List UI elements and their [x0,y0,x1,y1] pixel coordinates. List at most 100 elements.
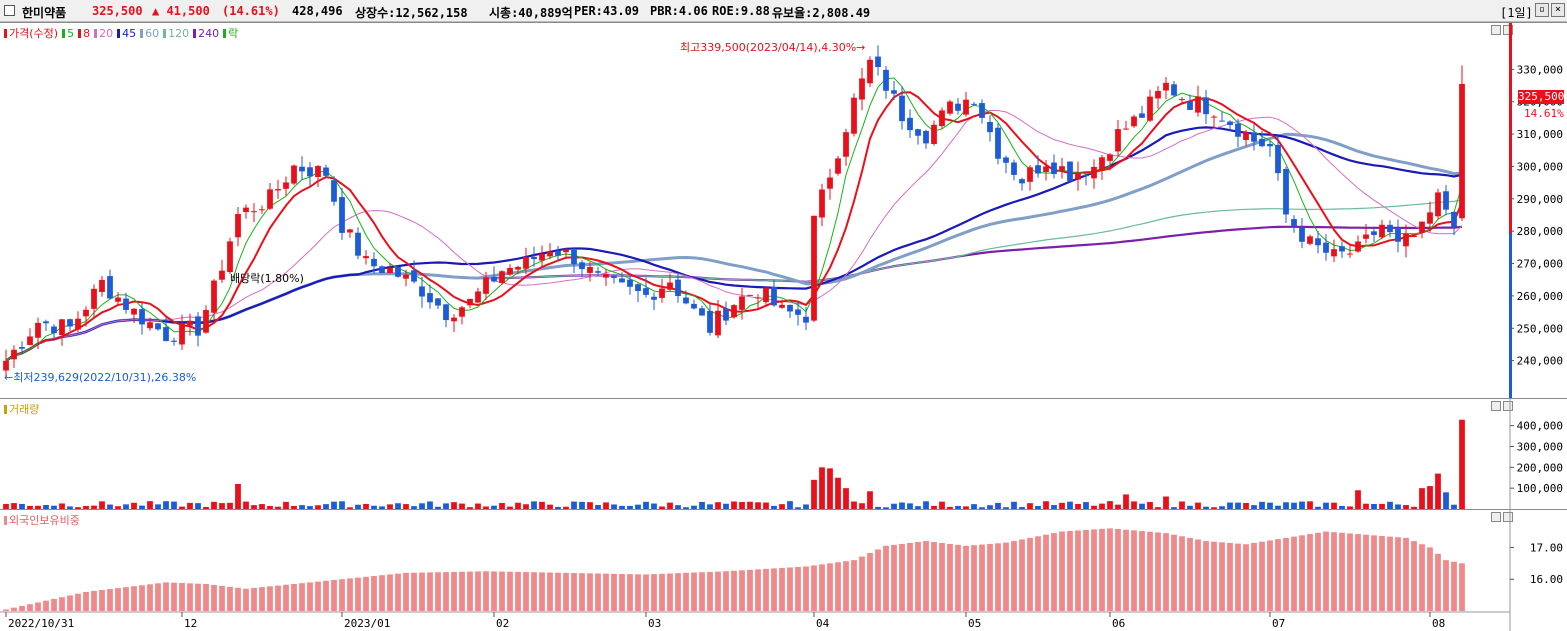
volume-bar [1331,502,1337,509]
legend-ma8[interactable]: 8 [78,27,90,40]
foreign-bar [1435,553,1441,611]
panel-minimize-icon[interactable] [1491,401,1501,411]
foreign-bar [603,573,609,611]
candle-body [1075,172,1081,180]
candle-body [1323,242,1329,253]
roe-value: ROE:9.88 [712,4,770,18]
legend-ma120[interactable]: 120 [163,27,189,40]
volume-bar [1043,501,1049,509]
restore-icon[interactable]: ▫ [1535,3,1549,17]
legend-ma45[interactable]: 45 [117,27,136,40]
volume-bar [627,505,633,509]
volume-bar [291,505,297,509]
volume-bar [299,505,305,509]
volume-bar [91,505,97,509]
legend-ma240[interactable]: 240 [193,27,219,40]
volume-bar [643,501,649,509]
candle-body [227,241,233,273]
candle-body [131,308,137,315]
volume-bar [827,468,833,509]
candle-body [155,323,161,330]
volume-bar [1275,505,1281,509]
foreign-bar [795,566,801,611]
candle-body [123,298,129,310]
candle-body [403,274,409,279]
foreign-bar [843,561,849,611]
volume-bar [803,504,809,509]
x-tick-label: 04 [816,617,830,630]
legend-ma5[interactable]: 5 [62,27,74,40]
volume-bar [539,501,545,509]
volume-bar [995,502,1001,509]
legend-ma60[interactable]: 60 [140,27,159,40]
panel-minimize-icon[interactable] [1491,512,1501,522]
volume-bar [531,501,537,509]
foreign-bar [347,578,353,611]
legend-price[interactable]: 가격(수정) [4,27,58,40]
foreign-bar [1131,530,1137,611]
volume-bar [1243,502,1249,509]
volume-bar [443,503,449,509]
volume-bar [203,506,209,509]
candle-body [3,360,9,371]
candle-body [859,78,865,100]
foreign-bar [1347,533,1353,611]
volume-bar [1259,501,1265,509]
volume-bar [651,503,657,509]
legend-ex-dividend[interactable]: 락 [223,27,238,40]
candle-body [499,271,505,283]
volume-bar [979,507,985,509]
panel-maximize-icon[interactable] [1503,401,1513,411]
foreign-bar [219,585,225,611]
foreign-bar [1219,542,1225,611]
volume-bar [107,504,113,509]
volume-bar [1035,506,1041,509]
candle-body [107,276,113,299]
foreign-bar [1171,534,1177,611]
volume-bar [731,501,737,509]
volume-bar [1083,502,1089,509]
x-tick-label: 05 [968,617,981,630]
volume-bar [1003,507,1009,509]
close-icon[interactable]: × [1551,3,1565,17]
foreign-bar [651,574,657,611]
foreign-bar [171,582,177,611]
volume-bar [939,501,945,509]
legend-ma20[interactable]: 20 [94,27,113,40]
volume-bar [1099,503,1105,509]
foreign-bar [443,572,449,611]
panel-maximize-icon[interactable] [1503,512,1513,522]
volume-bar [251,505,257,509]
candle-body [83,309,89,317]
volume-bar [1235,502,1241,509]
foreign-bar [963,545,969,611]
volume-tick-label: 400,000 [1517,420,1563,433]
panel-minimize-icon[interactable] [1491,25,1501,35]
volume-bar [1339,505,1345,509]
candle-body [1299,227,1305,242]
candle-body [739,296,745,310]
candle-body [1019,179,1025,184]
foreign-bar [211,584,217,611]
candle-body [1443,191,1449,210]
panel-maximize-icon[interactable] [1503,25,1513,35]
candle-body [611,275,617,278]
select-checkbox[interactable] [4,5,15,16]
candle-body [963,99,969,115]
candle-body [1435,192,1441,217]
foreign-bar [771,568,777,611]
candle-body [379,266,385,273]
volume-bar [387,504,393,509]
candle-body [795,309,801,315]
candle-body [51,326,57,334]
volume-bar [1371,503,1377,509]
foreign-bar [363,576,369,611]
foreign-bar [1267,540,1273,611]
foreign-bar [435,572,441,611]
price-tick-label: 260,000 [1517,290,1563,303]
volume-bar [1091,505,1097,509]
foreign-bar [379,575,385,611]
legend-marker [4,405,7,414]
period-selector[interactable]: [1일] [1500,6,1533,20]
x-tick-label: 2023/01 [344,617,390,630]
